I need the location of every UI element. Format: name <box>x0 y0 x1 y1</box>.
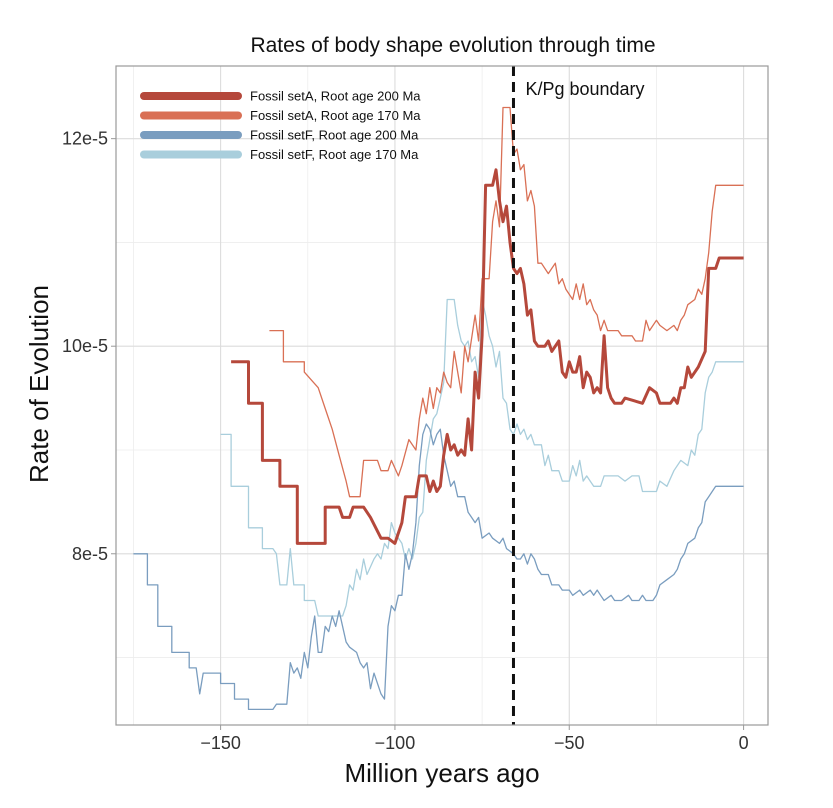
plot-panel: K/Pg boundary <box>115 65 769 726</box>
chart-title: Rates of body shape evolution through ti… <box>250 34 655 57</box>
series-line-4 <box>220 298 744 617</box>
y-tick-label: 10e-5 <box>62 336 108 356</box>
plot-background <box>116 66 768 725</box>
y-axis-title: Rate of Evolution <box>24 285 54 483</box>
kpg-boundary-label: K/Pg boundary <box>525 79 644 99</box>
x-axis-ticks: −150 −100 −50 0 <box>200 725 749 753</box>
legend-label: Fossil setF, Root age 170 Ma <box>250 147 419 162</box>
y-tick-label: 12e-5 <box>62 129 108 149</box>
legend-label: Fossil setF, Root age 200 Ma <box>250 128 419 143</box>
legend-label: Fossil setA, Root age 170 Ma <box>250 108 421 123</box>
legend-label: Fossil setA, Root age 200 Ma <box>250 89 421 104</box>
x-axis-title: Million years ago <box>344 758 539 788</box>
minor-gridlines <box>116 66 768 725</box>
plot-border <box>115 65 769 726</box>
y-axis-ticks: 8e-5 10e-5 12e-5 <box>62 129 116 564</box>
x-tick-label: −150 <box>200 733 241 753</box>
series-line-2 <box>269 106 744 498</box>
y-tick-label: 8e-5 <box>72 544 108 564</box>
x-tick-label: −100 <box>375 733 416 753</box>
x-tick-label: 0 <box>739 733 749 753</box>
series-lines <box>133 106 744 711</box>
series-line-1 <box>231 168 744 545</box>
legend: Fossil setA, Root age 200 Ma Fossil setA,… <box>140 89 421 162</box>
series-line-3 <box>133 423 744 711</box>
x-tick-label: −50 <box>554 733 585 753</box>
